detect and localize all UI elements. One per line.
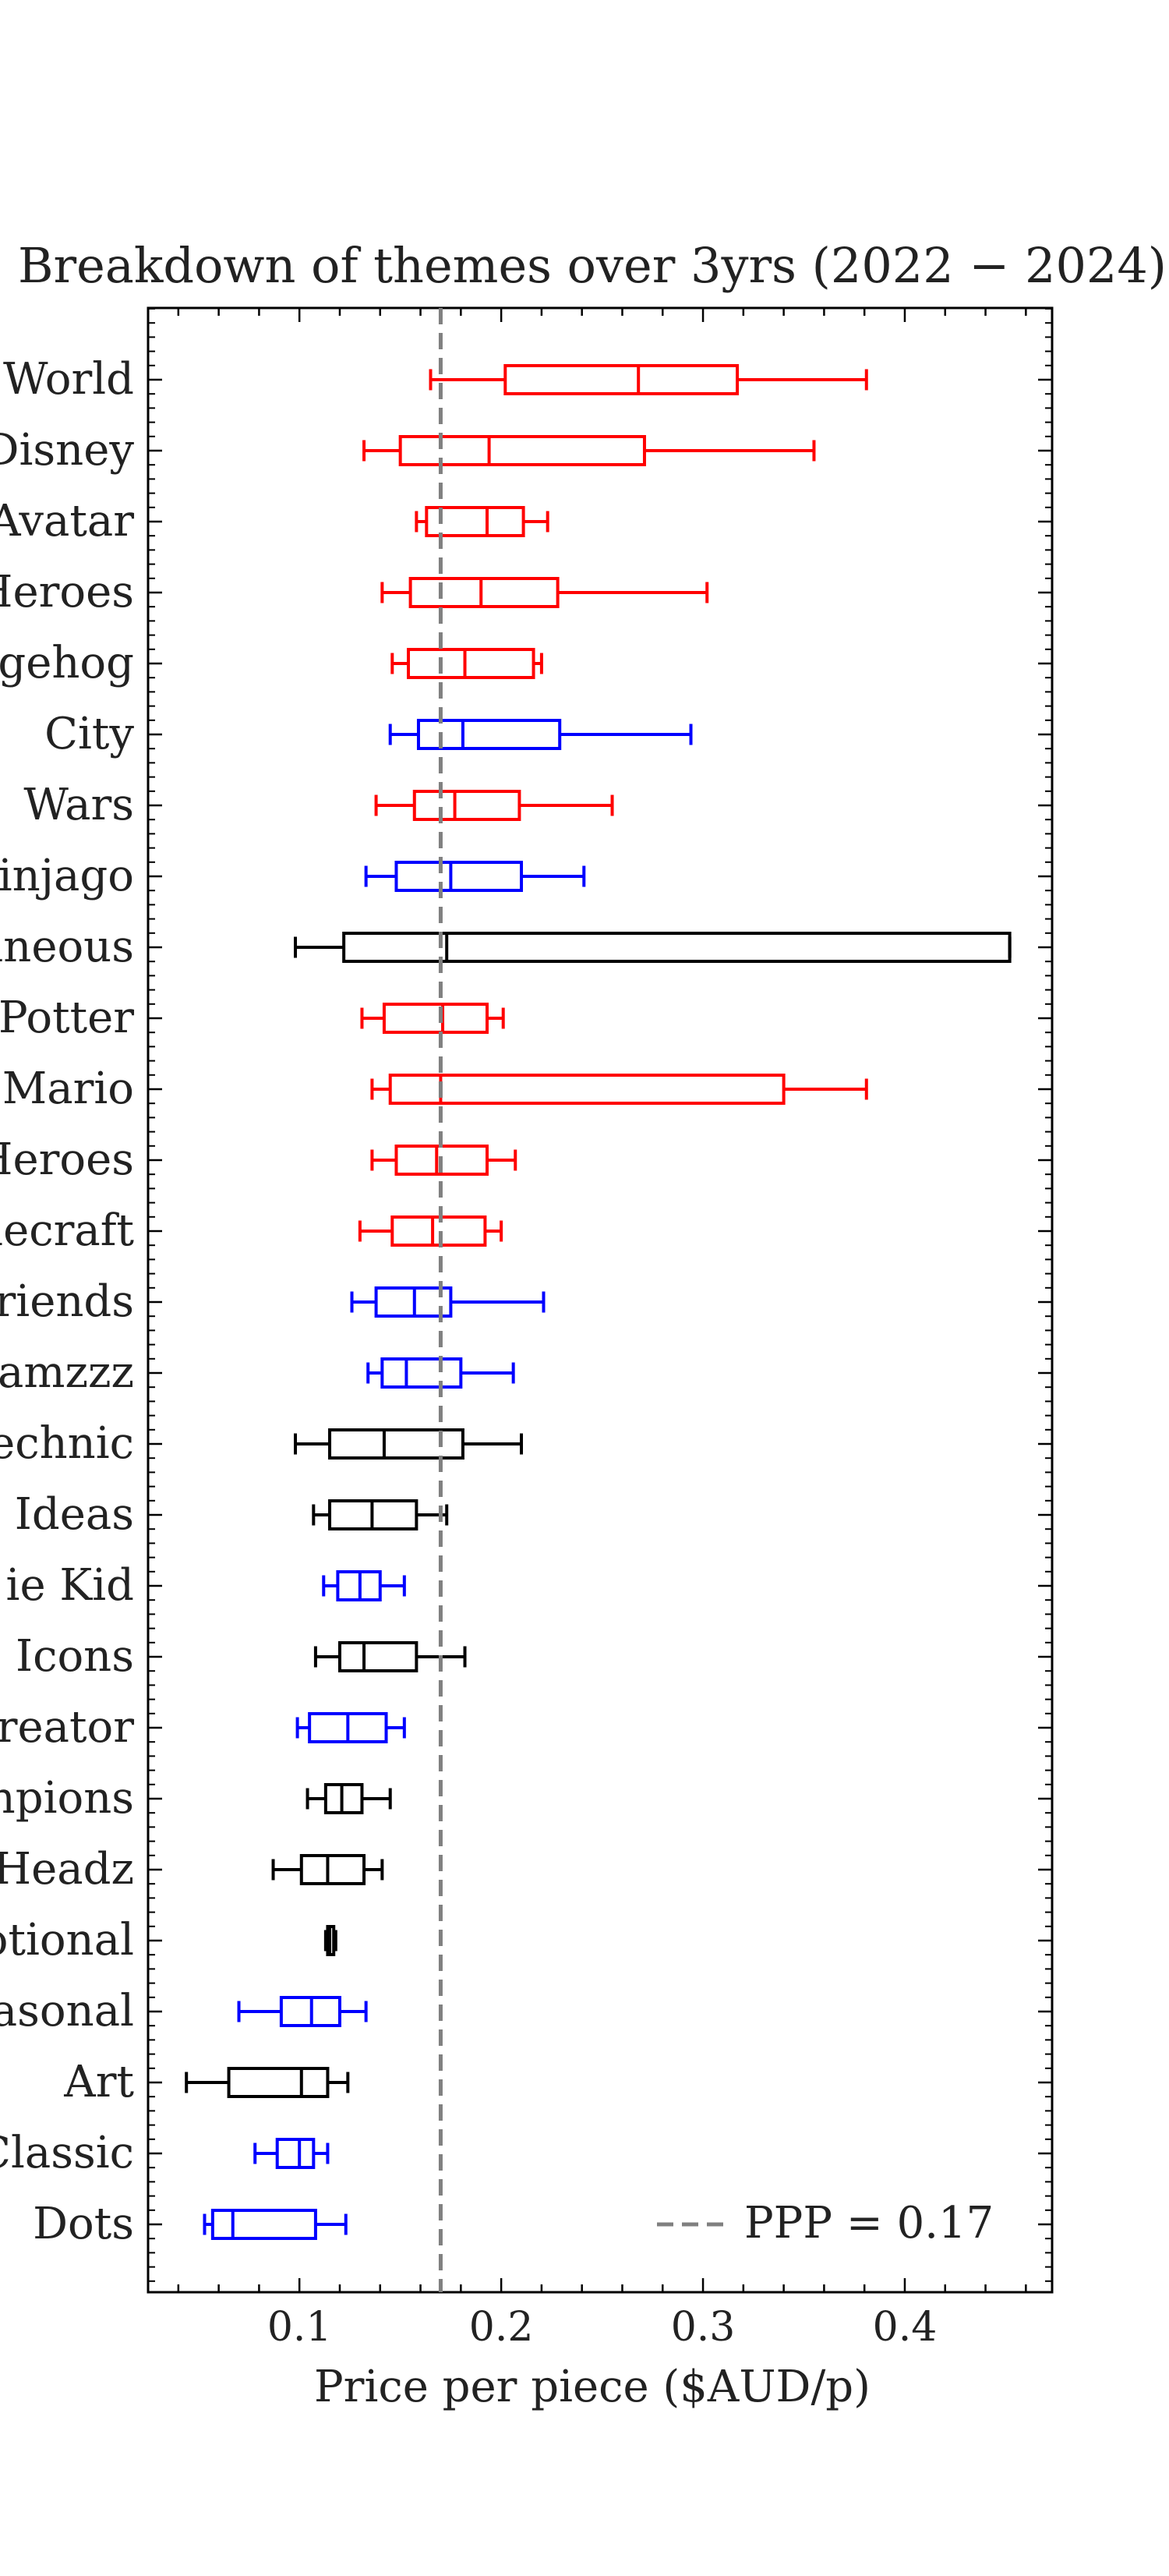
box-iqr [227, 2067, 330, 2098]
box-iqr [408, 577, 560, 608]
box-iqr [337, 1641, 419, 1672]
y-tick-label: riends [0, 1276, 134, 1327]
y-tick-label: otional [0, 1915, 134, 1966]
box-iqr [503, 364, 740, 395]
y-tick-label: City [44, 709, 134, 759]
x-tick-label: 0.4 [873, 2304, 938, 2351]
y-tick-label: World [3, 354, 134, 405]
y-tick-label: Ideas [15, 1489, 134, 1540]
x-tick-label: 0.2 [469, 2304, 534, 2351]
plot-frame [147, 306, 1054, 2294]
y-tick-label: Disney [0, 425, 134, 476]
box-iqr [407, 648, 535, 679]
box-iqr [398, 435, 646, 466]
plot-layer: 0.1 0.2 0.3 0.4 World Disney Avatar Heroes lgeho… [0, 306, 1054, 2351]
legend-label: PPP = 0.17 [744, 2198, 994, 2249]
y-tick-label: injago [0, 851, 134, 901]
y-tick-label: Icons [16, 1631, 134, 1682]
y-tick-label: Wars [23, 780, 134, 830]
box-iqr [275, 2138, 316, 2169]
box-iqr [299, 1854, 366, 1885]
box-iqr [328, 1428, 464, 1460]
box-iqr [425, 506, 525, 537]
y-tick-label: Heroes [0, 1134, 134, 1185]
y-tick-label: necraft [0, 1205, 134, 1256]
y-tick-label: Art [63, 2057, 134, 2107]
y-tick-label: Potter [0, 993, 134, 1043]
y-tick-label: lgehog [0, 638, 134, 688]
y-tick-label: aneous [0, 922, 134, 972]
y-tick-label: Classic [0, 2128, 134, 2178]
y-tick-label: echnic [0, 1418, 134, 1469]
y-tick-label: reator [0, 1702, 134, 1753]
y-tick-label: Dots [33, 2199, 134, 2249]
box-iqr [394, 861, 524, 892]
y-tick-label: ie Kid [6, 1560, 134, 1611]
box-iqr [412, 790, 521, 821]
y-tick-label: Headz [0, 1844, 134, 1895]
box-iqr [210, 2209, 317, 2240]
box-iqr [323, 1783, 364, 1814]
x-tick-label: 0.1 [267, 2304, 332, 2351]
box-iqr [380, 1357, 463, 1389]
y-tick-label: asonal [0, 1986, 134, 2036]
box-iqr [388, 1074, 786, 1105]
box-iqr [390, 1215, 487, 1247]
x-tick-label: 0.3 [671, 2304, 736, 2351]
chart-title: Breakdown of themes over 3yrs (2022 − 20… [18, 237, 1167, 294]
x-axis-label: Price per piece ($AUD/p) [314, 2362, 871, 2412]
legend: PPP = 0.17 [657, 2198, 994, 2249]
y-tick-label: Mario [2, 1063, 134, 1114]
y-tick-label: Avatar [0, 496, 134, 547]
box-iqr [416, 719, 562, 750]
y-tick-label: amzzz [0, 1347, 134, 1398]
box-iqr [342, 932, 1012, 963]
y-tick-label: Heroes [0, 567, 134, 617]
y-tick-label: npions [0, 1773, 134, 1824]
box-iqr [382, 1003, 489, 1034]
